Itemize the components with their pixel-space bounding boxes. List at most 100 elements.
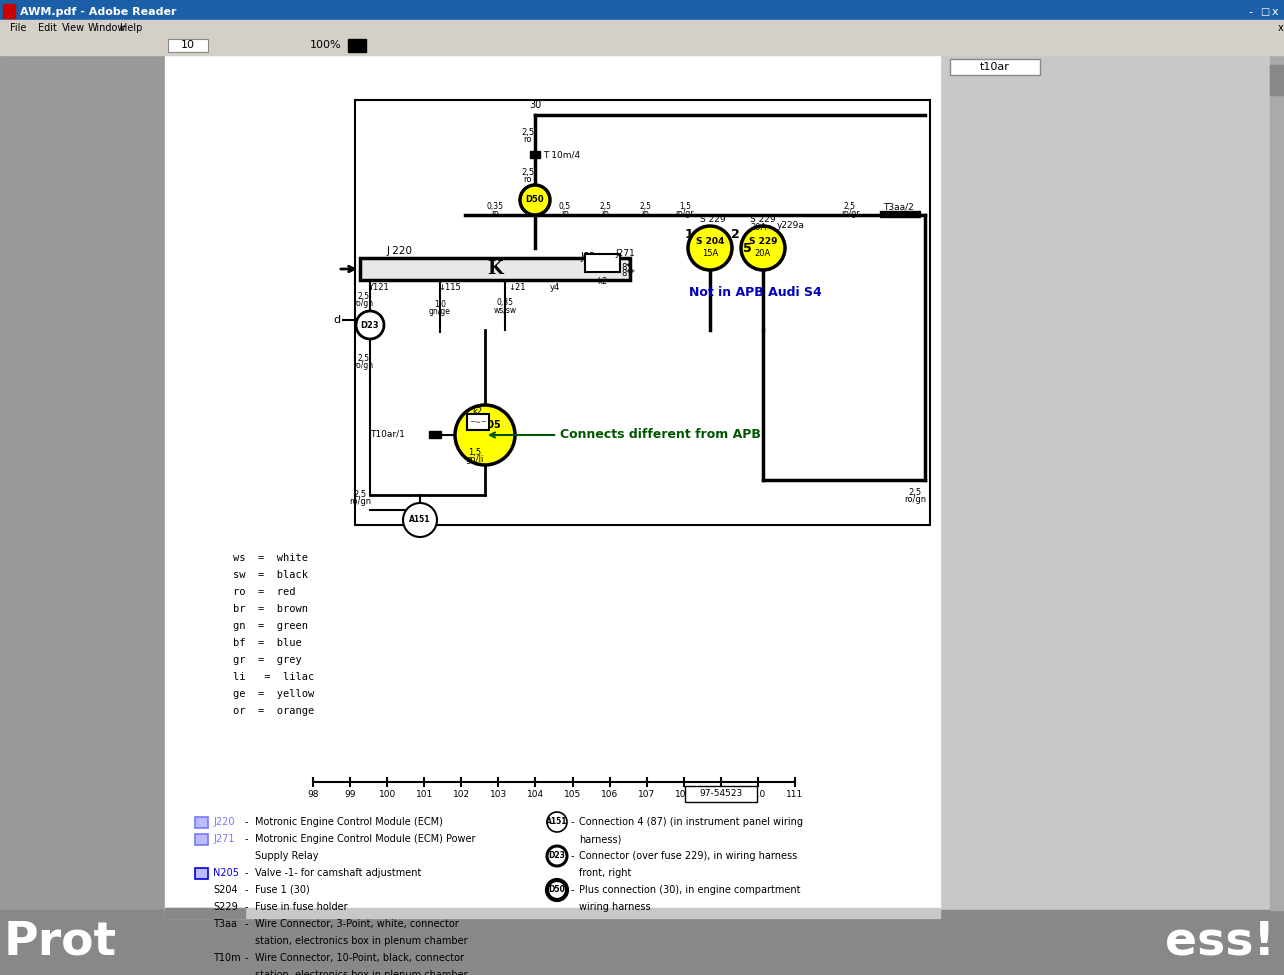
Text: -: - xyxy=(571,817,574,827)
Circle shape xyxy=(547,880,568,900)
Circle shape xyxy=(403,503,437,537)
Text: Valve -1- for camshaft adjustment: Valve -1- for camshaft adjustment xyxy=(256,868,421,878)
Text: □: □ xyxy=(1260,7,1270,17)
Text: ro: ro xyxy=(490,209,499,217)
Text: 105: 105 xyxy=(564,790,582,799)
Text: 98: 98 xyxy=(307,790,318,799)
Circle shape xyxy=(455,405,515,465)
Circle shape xyxy=(547,812,568,832)
Text: gn  =  green: gn = green xyxy=(232,621,308,631)
Bar xyxy=(0,0,1284,20)
Text: 2: 2 xyxy=(731,228,740,242)
Text: ro/gn: ro/gn xyxy=(353,298,374,307)
Text: Help: Help xyxy=(119,23,143,33)
Text: T3aa/2: T3aa/2 xyxy=(883,203,914,212)
Text: 20A: 20A xyxy=(755,250,772,258)
Text: S 229: S 229 xyxy=(749,238,777,247)
Text: station, electronics box in plenum chamber: station, electronics box in plenum chamb… xyxy=(256,936,467,946)
Text: T10m: T10m xyxy=(213,953,240,963)
Text: t10ar: t10ar xyxy=(980,62,1011,72)
Text: Connection 4 (87) (in instrument panel wiring: Connection 4 (87) (in instrument panel w… xyxy=(579,817,802,827)
Text: 2,5: 2,5 xyxy=(357,292,369,300)
Text: D50: D50 xyxy=(548,885,565,894)
Text: J271: J271 xyxy=(213,834,235,844)
Text: ↓21: ↓21 xyxy=(508,283,525,292)
Text: S 229: S 229 xyxy=(750,215,776,224)
Bar xyxy=(354,100,930,525)
Text: T 10m/4: T 10m/4 xyxy=(543,150,580,160)
Text: 111: 111 xyxy=(786,790,804,799)
Text: 108: 108 xyxy=(675,790,692,799)
Bar xyxy=(467,414,489,430)
Text: 97-54523: 97-54523 xyxy=(700,790,742,799)
Text: ro/gr: ro/gr xyxy=(841,209,859,217)
Text: K: K xyxy=(487,260,503,278)
Text: -: - xyxy=(245,885,249,895)
Text: 0,5: 0,5 xyxy=(559,203,571,212)
Text: ro  =  red: ro = red xyxy=(232,587,295,597)
Text: A151: A151 xyxy=(410,516,430,525)
Text: ro: ro xyxy=(601,209,609,217)
Text: gr  =  grey: gr = grey xyxy=(232,655,302,665)
Text: 103: 103 xyxy=(489,790,507,799)
Bar xyxy=(950,59,1040,75)
Text: 2,5: 2,5 xyxy=(909,488,922,496)
Bar xyxy=(429,431,440,438)
Text: k2: k2 xyxy=(473,407,482,415)
Text: ess!: ess! xyxy=(1165,919,1275,964)
Text: 1: 1 xyxy=(684,228,693,242)
Text: ro/gn: ro/gn xyxy=(904,494,926,503)
Text: y4: y4 xyxy=(550,283,560,292)
Text: ro/gr: ro/gr xyxy=(675,209,695,217)
Text: sw  =  black: sw = black xyxy=(232,570,308,580)
Text: Prot: Prot xyxy=(4,919,117,964)
Text: -: - xyxy=(245,902,249,912)
Bar xyxy=(166,908,245,918)
Text: ↓115: ↓115 xyxy=(438,283,461,292)
Bar xyxy=(166,55,940,910)
Circle shape xyxy=(688,226,732,270)
Bar xyxy=(0,910,1284,975)
Text: ro/gn: ro/gn xyxy=(353,361,374,370)
Text: 101: 101 xyxy=(416,790,433,799)
Text: ro: ro xyxy=(561,209,569,217)
Text: ro: ro xyxy=(524,176,533,184)
Text: J 220: J 220 xyxy=(386,246,413,256)
Text: 30: 30 xyxy=(529,100,541,110)
Text: -: - xyxy=(571,851,574,861)
Text: Fuse 1 (30): Fuse 1 (30) xyxy=(256,885,309,895)
Text: -: - xyxy=(245,817,249,827)
Text: 1,5: 1,5 xyxy=(469,448,482,456)
Bar xyxy=(940,55,1284,910)
Text: Motronic Engine Control Module (ECM): Motronic Engine Control Module (ECM) xyxy=(256,817,443,827)
Text: x: x xyxy=(1272,7,1279,17)
Text: S204: S204 xyxy=(213,885,238,895)
Bar xyxy=(0,55,166,910)
Text: d: d xyxy=(334,315,340,325)
Text: bf  =  blue: bf = blue xyxy=(232,638,302,648)
Text: harness): harness) xyxy=(579,834,621,844)
Bar xyxy=(586,254,620,272)
Text: -: - xyxy=(245,953,249,963)
Text: -: - xyxy=(245,834,249,844)
Text: 110: 110 xyxy=(750,790,767,799)
Text: br  =  brown: br = brown xyxy=(232,604,308,614)
Bar xyxy=(195,817,208,828)
Text: 99: 99 xyxy=(344,790,356,799)
Text: k2: k2 xyxy=(597,278,607,287)
Text: 8*: 8* xyxy=(621,262,630,271)
Bar xyxy=(880,211,921,217)
Text: D23: D23 xyxy=(361,321,379,330)
Text: 3: 3 xyxy=(625,257,632,267)
Text: Window: Window xyxy=(89,23,126,33)
Text: wiring harness: wiring harness xyxy=(579,902,651,912)
Text: File: File xyxy=(10,23,27,33)
Text: -: - xyxy=(245,868,249,878)
Text: ro/gn: ro/gn xyxy=(349,497,371,506)
Circle shape xyxy=(520,185,550,215)
Text: 8**: 8** xyxy=(621,269,634,279)
Text: S 204: S 204 xyxy=(696,238,724,247)
Bar xyxy=(360,258,630,280)
Text: D50: D50 xyxy=(525,196,544,205)
Text: J220: J220 xyxy=(213,817,235,827)
